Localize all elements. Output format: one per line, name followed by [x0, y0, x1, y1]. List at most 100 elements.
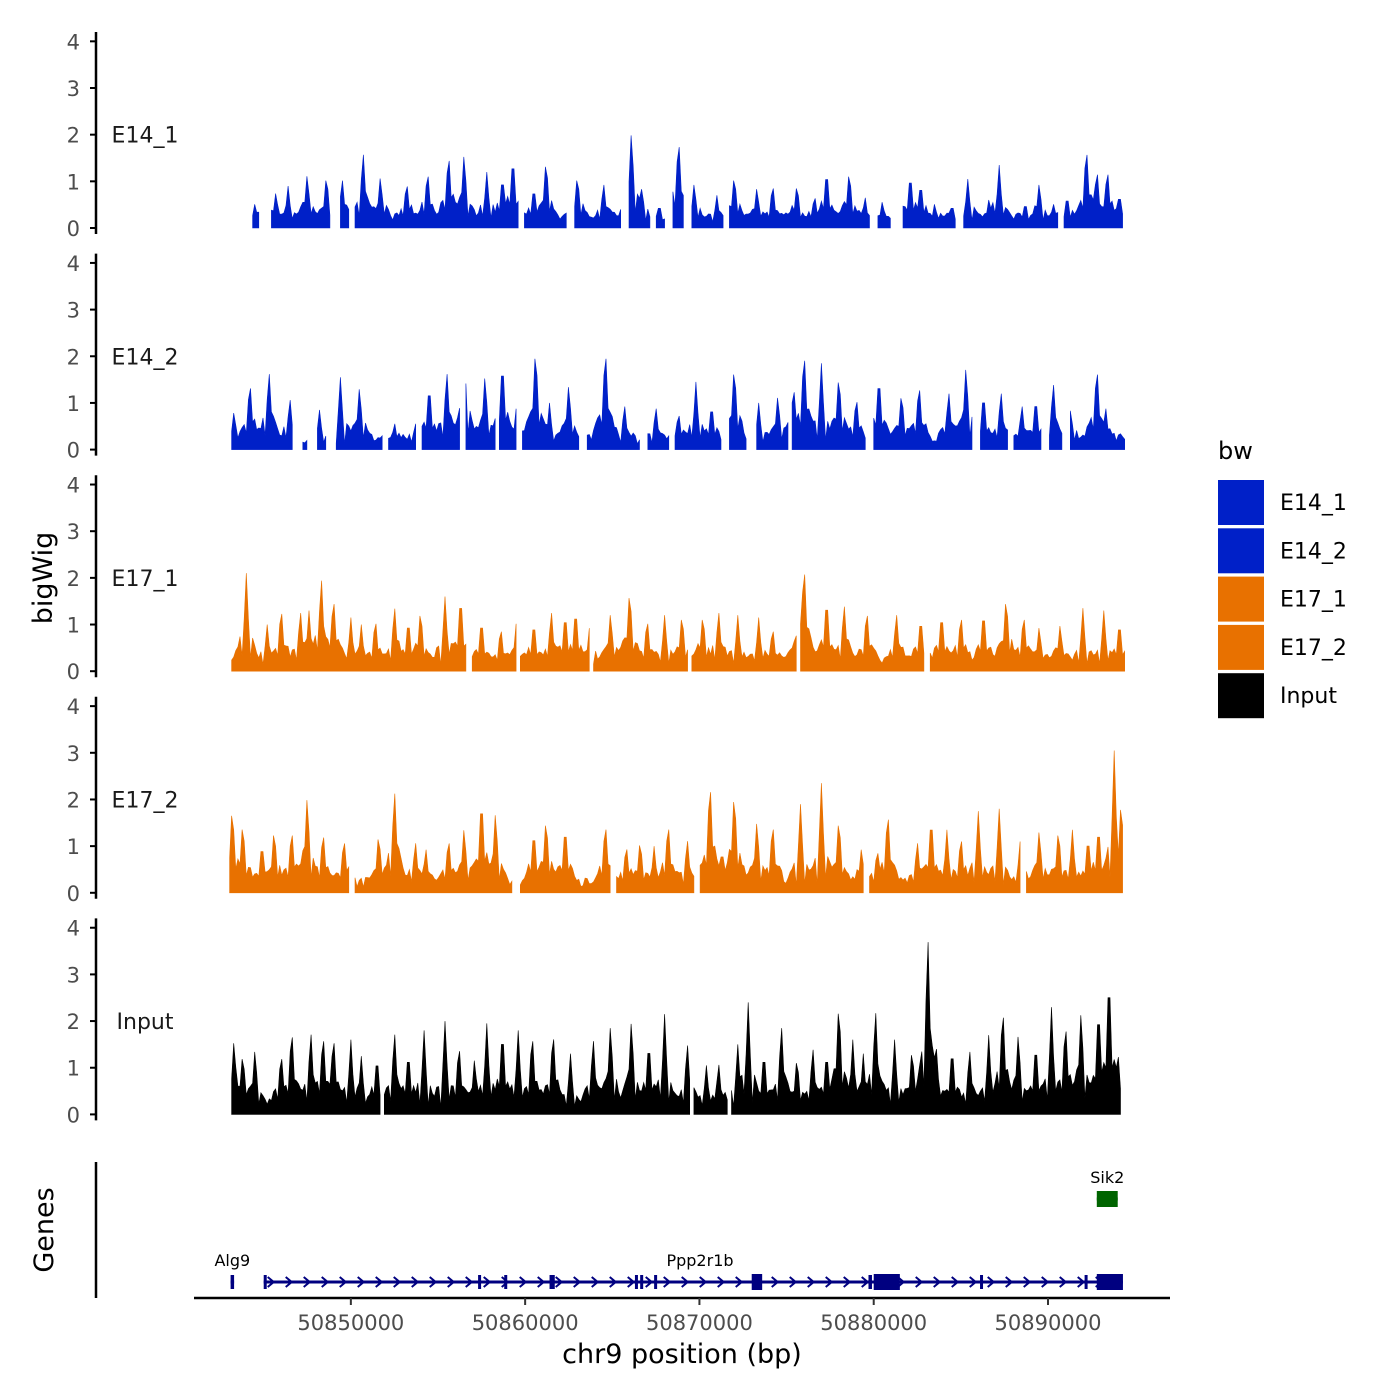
legend-swatch: [1218, 480, 1264, 525]
gene-strand-chevron: [663, 1276, 672, 1288]
track-y-tick-label: 2: [67, 567, 80, 591]
gene-strand-chevron: [933, 1276, 942, 1288]
x-axis-tick-label: 50850000: [297, 1311, 404, 1335]
gene-strand-chevron: [555, 1276, 564, 1288]
gene-exon: [640, 1275, 644, 1289]
track-name-label: E14_1: [112, 124, 179, 149]
track-panel-input: 0 1 2 3 4 Input: [67, 917, 1121, 1127]
legend-label: E17_2: [1280, 636, 1347, 661]
gene-strand-chevron: [285, 1276, 294, 1288]
x-axis-tick-label: 50860000: [472, 1311, 579, 1335]
track-signal-area: [231, 358, 1125, 450]
track-name-label: E17_2: [112, 788, 179, 813]
gene-exon: [230, 1275, 235, 1289]
track-y-tick-label: 4: [67, 252, 80, 276]
gene-exon: [263, 1275, 267, 1289]
gene-strand-chevron: [429, 1276, 438, 1288]
legend-swatch: [1218, 576, 1264, 622]
gene-alg9: Alg9: [214, 1251, 250, 1289]
legend-entry-e14-2: E14_2: [1218, 528, 1347, 574]
gene-strand-chevron: [735, 1276, 744, 1288]
gene-strand-chevron: [861, 1276, 870, 1288]
gene-exon: [751, 1274, 763, 1290]
x-axis-title: chr9 position (bp): [562, 1339, 802, 1370]
gene-strand-chevron: [645, 1276, 654, 1288]
gene-exon: [1096, 1191, 1118, 1207]
gene-strand-chevron: [1041, 1276, 1050, 1288]
gene-strand-chevron: [573, 1276, 582, 1288]
tracks-layer: 0 1 2 3 4 E14_1 0 1 2 3 4 E14_2 0 1 2 3 4 E17_1 0 1 2 3 4 E17_2…: [67, 30, 1125, 1127]
x-axis: chr9 position (bp) 50850000 50860000 50870…: [194, 1296, 1170, 1370]
track-y-tick-label: 3: [67, 742, 80, 766]
x-axis-tick-label: 50880000: [820, 1311, 927, 1335]
gene-strand-chevron: [357, 1276, 366, 1288]
track-y-tick-label: 0: [67, 882, 80, 906]
legend-entry-e14-1: E14_1: [1218, 480, 1347, 525]
track-panel-e17-2: 0 1 2 3 4 E17_2: [67, 695, 1123, 906]
track-y-tick-label: 0: [67, 660, 80, 684]
gene-strand-chevron: [717, 1276, 726, 1288]
track-y-tick-label: 0: [67, 1103, 80, 1127]
track-y-tick-label: 2: [67, 124, 80, 148]
track-y-tick-label: 1: [67, 1057, 80, 1081]
track-y-tick-label: 4: [67, 695, 80, 719]
track-panel-e17-1: 0 1 2 3 4 E17_1: [67, 474, 1125, 684]
track-y-tick-label: 1: [67, 835, 80, 859]
gene-strand-chevron: [771, 1276, 780, 1288]
gene-strand-chevron: [681, 1276, 690, 1288]
track-signal-area: [229, 750, 1123, 894]
genes-layer: Genes Alg9 Ppp2r1b Sik2: [29, 1162, 1124, 1298]
gene-strand-chevron: [501, 1276, 510, 1288]
legend-label: E14_1: [1280, 491, 1347, 516]
gene-exon: [478, 1275, 482, 1289]
gene-sik2: Sik2: [1090, 1168, 1124, 1207]
gene-strand-chevron: [969, 1276, 978, 1288]
gene-strand-chevron: [375, 1276, 384, 1288]
gene-strand-chevron: [843, 1276, 852, 1288]
gene-strand-chevron: [1023, 1276, 1032, 1288]
track-signal-area: [252, 135, 1123, 229]
gene-exon: [549, 1275, 555, 1289]
track-y-tick-label: 1: [67, 392, 80, 416]
x-axis-tick-label: 50870000: [646, 1311, 753, 1335]
gene-strand-chevron: [915, 1276, 924, 1288]
gene-strand-chevron: [807, 1276, 816, 1288]
track-y-tick-label: 4: [67, 917, 80, 941]
gene-strand-chevron: [267, 1276, 276, 1288]
gene-strand-chevron: [519, 1276, 528, 1288]
legend-label: E14_2: [1280, 539, 1347, 564]
gene-strand-chevron: [483, 1276, 492, 1288]
gene-strand-chevron: [411, 1276, 420, 1288]
gene-strand-chevron: [789, 1276, 798, 1288]
track-name-label: Input: [117, 1010, 174, 1035]
gene-label: Ppp2r1b: [666, 1251, 733, 1270]
gene-strand-chevron: [339, 1276, 348, 1288]
gene-label: Sik2: [1090, 1168, 1124, 1187]
track-y-tick-label: 3: [67, 520, 80, 544]
gene-exon: [504, 1275, 508, 1289]
track-y-tick-label: 1: [67, 170, 80, 194]
gene-strand-chevron: [465, 1276, 474, 1288]
gene-exon: [873, 1274, 900, 1290]
legend-entry-input: Input: [1218, 673, 1337, 719]
track-y-tick-label: 0: [67, 217, 80, 241]
gene-exon: [980, 1275, 984, 1289]
track-panel-e14-2: 0 1 2 3 4 E14_2: [67, 252, 1125, 463]
track-y-tick-label: 4: [67, 30, 80, 54]
track-y-tick-label: 2: [67, 788, 80, 812]
gene-strand-chevron: [1077, 1276, 1086, 1288]
track-y-tick-label: 2: [67, 1010, 80, 1034]
gene-strand-chevron: [537, 1276, 546, 1288]
y-axis-title: bigWig: [28, 532, 59, 625]
track-y-tick-label: 0: [67, 439, 80, 463]
gene-strand-chevron: [609, 1276, 618, 1288]
gene-strand-chevron: [303, 1276, 312, 1288]
legend-title: bw: [1218, 437, 1253, 465]
legend-label: E17_1: [1280, 588, 1347, 613]
track-signal-area: [231, 573, 1125, 672]
gene-exon: [1084, 1275, 1088, 1289]
legend-entry-e17-1: E17_1: [1218, 576, 1347, 622]
legend-label: Input: [1280, 684, 1337, 709]
gene-strand-chevron: [825, 1276, 834, 1288]
